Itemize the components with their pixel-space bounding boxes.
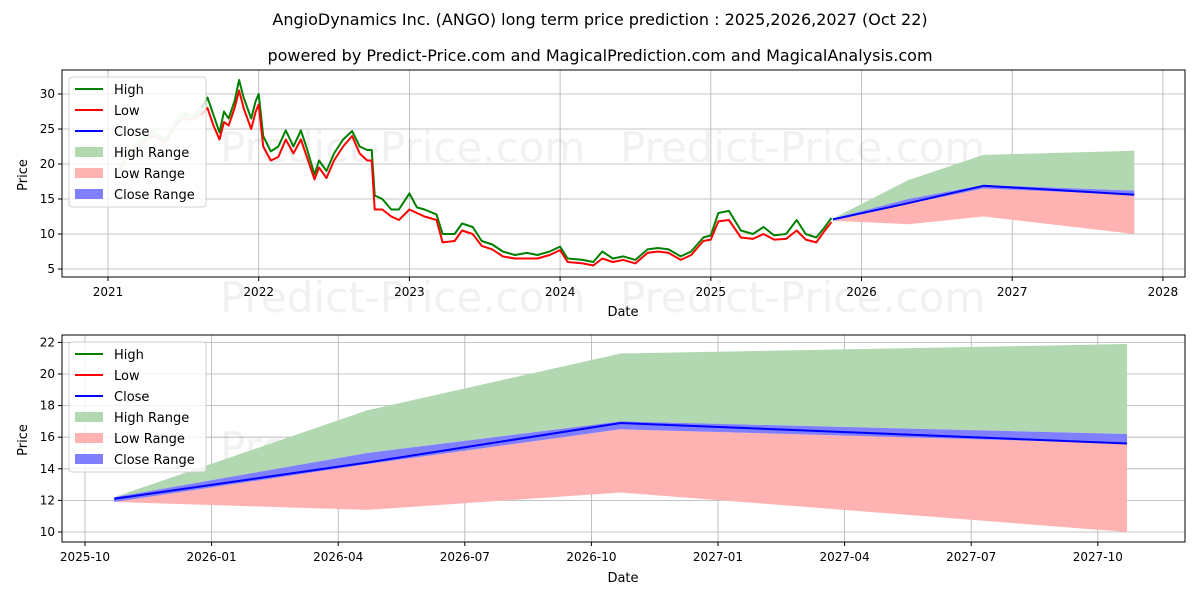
legend-low-range-label: Low Range <box>114 167 185 182</box>
low-range-band <box>833 189 1134 235</box>
legend-high-range-swatch <box>75 412 103 422</box>
bottom-x-label: Date <box>607 571 638 586</box>
legend-close-range-label: Close Range <box>114 188 195 203</box>
x-tick-label: 2026 <box>846 285 877 299</box>
bottom-y-label: Price <box>16 424 31 456</box>
legend-high-range-swatch <box>75 147 103 157</box>
top-series <box>116 80 1135 266</box>
y-tick-label: 25 <box>40 122 55 136</box>
legend-close-label: Close <box>114 125 149 140</box>
top-y-label: Price <box>16 159 31 191</box>
top-chart: Predict-Price.com Predict-Price.com Predic… <box>16 70 1185 322</box>
legend-high-range-label: High Range <box>114 411 189 426</box>
legend-high-label: High <box>114 83 144 98</box>
legend-low-label: Low <box>114 104 140 119</box>
y-tick-label: 20 <box>40 157 55 171</box>
y-tick-label: 15 <box>40 192 55 206</box>
x-tick-label: 2027-04 <box>820 550 870 564</box>
x-tick-label: 2026-07 <box>440 550 490 564</box>
legend-close-range-swatch <box>75 189 103 199</box>
x-tick-label: 2028 <box>1148 285 1179 299</box>
legend-low-label: Low <box>114 369 140 384</box>
y-tick-label: 18 <box>40 399 55 413</box>
low-line <box>201 91 831 266</box>
y-tick-label: 22 <box>40 335 55 349</box>
legend-close-range-label: Close Range <box>114 453 195 468</box>
y-tick-label: 30 <box>40 87 55 101</box>
y-tick-label: 5 <box>47 262 55 276</box>
y-tick-label: 10 <box>40 227 55 241</box>
x-tick-label: 2021 <box>93 285 124 299</box>
x-tick-label: 2023 <box>394 285 425 299</box>
watermark: Predict-Price.com <box>620 273 985 322</box>
x-tick-label: 2027 <box>997 285 1028 299</box>
x-tick-label: 2027-01 <box>693 550 743 564</box>
legend-low-range-swatch <box>75 168 103 178</box>
x-tick-label: 2024 <box>545 285 576 299</box>
x-tick-label: 2022 <box>243 285 274 299</box>
x-tick-label: 2026-04 <box>313 550 363 564</box>
legend-high-label: High <box>114 348 144 363</box>
legend-low-range-swatch <box>75 433 103 443</box>
x-tick-label: 2026-01 <box>187 550 237 564</box>
x-tick-label: 2025-10 <box>60 550 110 564</box>
y-tick-label: 14 <box>40 462 55 476</box>
x-tick-label: 2027-07 <box>946 550 996 564</box>
y-tick-label: 16 <box>40 430 55 444</box>
y-tick-label: 10 <box>40 525 55 539</box>
x-tick-label: 2026-10 <box>566 550 616 564</box>
y-tick-label: 20 <box>40 367 55 381</box>
legend-high-range-label: High Range <box>114 146 189 161</box>
bottom-chart: Predict-Price.comPredict-Price.com 2025-… <box>16 335 1185 586</box>
legend-close-label: Close <box>114 390 149 405</box>
top-x-label: Date <box>607 305 638 320</box>
x-tick-label: 2025 <box>696 285 727 299</box>
watermark: Predict-Price.com <box>620 123 985 172</box>
y-tick-label: 12 <box>40 493 55 507</box>
charts-canvas: Predict-Price.comPredict-Price.comPredic… <box>0 0 1200 600</box>
watermark: Predict-Price.com <box>220 123 585 172</box>
x-tick-label: 2027-10 <box>1073 550 1123 564</box>
bottom-legend: High Low Close High Range Low Range Close Ran… <box>69 342 206 472</box>
legend-close-range-swatch <box>75 454 103 464</box>
top-legend: High Low Close High Range Low Range Close Ran… <box>69 77 206 207</box>
legend-low-range-label: Low Range <box>114 432 185 447</box>
